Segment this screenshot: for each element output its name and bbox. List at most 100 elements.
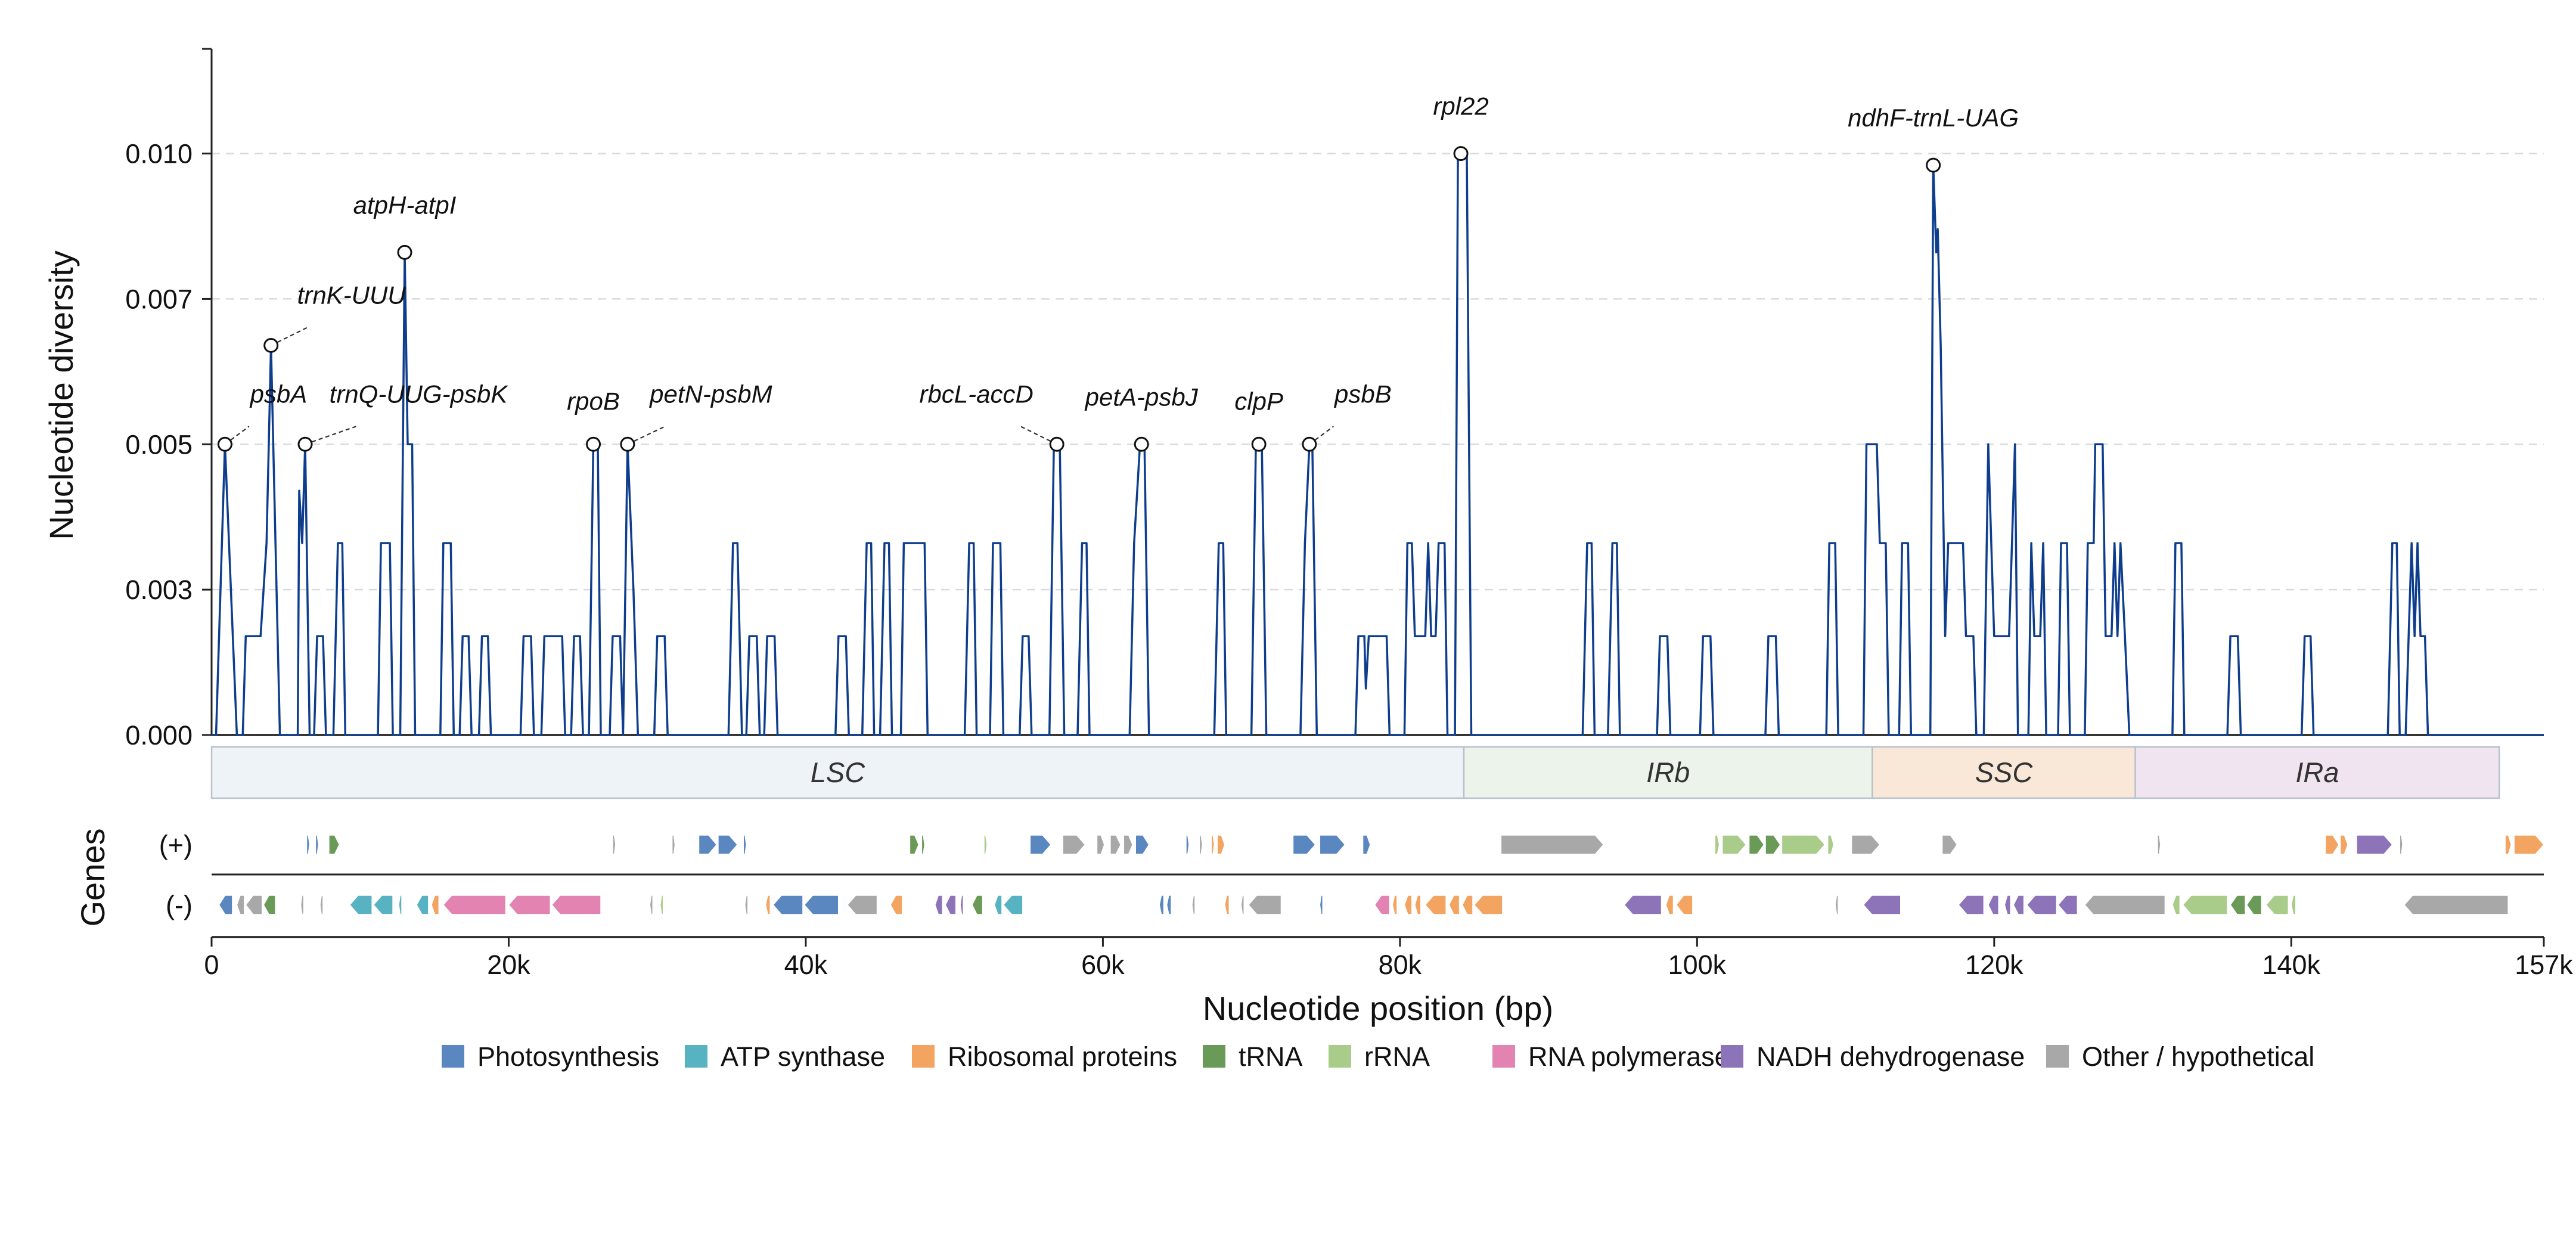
y-tick-label: 0.007: [125, 284, 193, 314]
x-axis-title: Nucleotide position (bp): [1203, 990, 1553, 1027]
gene-arrow: [1392, 895, 1398, 915]
peak-label: trnQ-UUG-psbK: [330, 380, 509, 408]
gene-arrow: [671, 835, 676, 855]
legend: Photosynthesis ATP synthase Ribosomal prot…: [442, 1041, 2314, 1072]
gene-arrow: [1765, 835, 1781, 855]
gene-arrow: [1123, 835, 1134, 855]
legend-label: RNA polymerase: [1528, 1041, 1730, 1072]
gene-arrow: [1448, 895, 1460, 915]
gene-arrow: [2399, 835, 2403, 855]
gene-arrow: [2513, 835, 2544, 855]
legend-swatch-trna: [1203, 1045, 1225, 1068]
gene-arrow: [1199, 835, 1203, 855]
gene-arrow: [1665, 895, 1674, 915]
legend-label: Ribosomal proteins: [948, 1041, 1177, 1072]
gene-arrow: [1624, 895, 1662, 915]
peak-leader-line: [224, 426, 250, 445]
gene-arrow: [306, 835, 311, 855]
gene-arrow: [960, 895, 964, 915]
peak-marker: [217, 436, 232, 452]
legend-swatch-photo: [442, 1045, 464, 1068]
gene-arrow: [972, 895, 983, 915]
gene-arrow: [1135, 835, 1150, 855]
gene-arrow: [431, 895, 440, 915]
peak-label: psbA: [249, 380, 308, 408]
gene-arrow: [218, 895, 233, 915]
legend-label: Photosynthesis: [477, 1041, 659, 1072]
gene-arrow: [1941, 835, 1958, 855]
gene-arrow: [551, 895, 601, 915]
gene-arrow: [1374, 895, 1391, 915]
gene-arrow: [1721, 835, 1747, 855]
region-label: IRb: [1646, 756, 1690, 788]
gene-arrow: [1362, 835, 1371, 855]
diversity-series-line: [212, 152, 2544, 736]
y-tick-label: 0.000: [125, 720, 193, 750]
gene-arrow: [373, 895, 393, 915]
gene-arrow: [649, 895, 653, 915]
legend-swatch-ndh: [1721, 1045, 1743, 1068]
peak-marker: [1251, 436, 1267, 452]
x-tick-label: 140k: [2262, 950, 2321, 980]
peak-label: petN-psbM: [648, 380, 772, 408]
peak-label: petA-psbJ: [1084, 383, 1199, 411]
gene-arrow: [2057, 895, 2078, 915]
region-ira: [2134, 746, 2500, 799]
peak-marker: [1049, 436, 1064, 452]
y-tick-label: 0.003: [125, 575, 193, 605]
gridlines: [212, 153, 2544, 591]
peak-marker: [297, 436, 313, 452]
gene-arrow: [2182, 895, 2228, 915]
gene-arrow: [2504, 835, 2512, 855]
y-tick-label: 0.010: [125, 139, 193, 169]
gene-arrow: [263, 895, 276, 915]
gene-arrow: [315, 835, 319, 855]
gene-arrow: [1211, 835, 1215, 855]
gene-arrow: [2403, 895, 2509, 915]
gene-arrow: [2013, 895, 2025, 915]
gene-arrow: [1247, 895, 1282, 915]
gene-arrow: [1110, 835, 1122, 855]
peak-marker: [1926, 157, 1941, 173]
gene-arrow: [934, 895, 943, 915]
gene-arrow: [2324, 835, 2339, 855]
gene-arrow: [2026, 895, 2057, 915]
gene-arrow: [1319, 835, 1346, 855]
region-ssc: [1872, 746, 2136, 799]
gene-arrow: [1500, 835, 1604, 855]
gene-arrow: [1159, 895, 1165, 915]
region-label: IRa: [2295, 756, 2339, 788]
peak-marker: [397, 244, 412, 260]
gene-arrow: [803, 895, 839, 915]
gene-arrow: [442, 895, 507, 915]
genome-regions-track: LSC IRb SSC IRa: [210, 746, 2500, 799]
x-tick-label: 120k: [1965, 950, 2023, 980]
gene-arrow: [1461, 895, 1473, 915]
peak-label: ndhF-trnL-UAG: [1848, 104, 2019, 132]
peak-marker: [1302, 436, 1317, 452]
legend-label: NADH dehydrogenase: [1756, 1041, 2025, 1072]
gene-arrow: [1166, 895, 1172, 915]
peak-label: psbB: [1333, 380, 1392, 408]
peak-label: rbcL-accD: [919, 380, 1033, 408]
gene-arrow: [236, 895, 245, 915]
x-axis: 0 20k 40k 60k 80k 100k 120k 140k 157k: [204, 936, 2573, 980]
gene-arrow: [398, 895, 402, 915]
legend-swatch-other: [2046, 1045, 2069, 1068]
gene-arrow: [1714, 835, 1720, 855]
strand-label: (+): [159, 830, 193, 860]
gene-arrow: [1191, 895, 1196, 915]
peak-label: rpl22: [1433, 92, 1488, 120]
legend-swatch-rrna: [1329, 1045, 1351, 1068]
legend-label: Other / hypothetical: [2082, 1041, 2314, 1072]
gene-arrow: [1958, 895, 1985, 915]
x-tick-label: 0: [204, 950, 219, 980]
gene-arrow: [1319, 895, 1324, 915]
gene-arrow: [2339, 835, 2348, 855]
peak-marker: [263, 337, 279, 353]
gene-arrow: [983, 835, 988, 855]
gene-arrow: [319, 895, 324, 915]
peak-label: atpH-atpI: [353, 191, 457, 219]
gene-arrow: [1404, 895, 1413, 915]
gene-arrow: [743, 835, 747, 855]
